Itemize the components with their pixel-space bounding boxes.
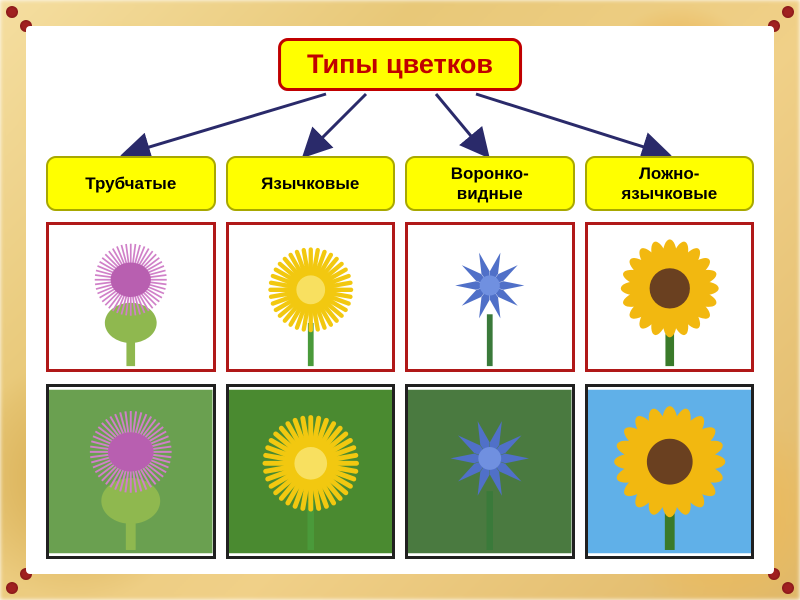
flower-photo-tile	[585, 384, 755, 559]
flower-drawing-tile	[585, 222, 755, 372]
category-box: Язычковые	[226, 156, 396, 211]
diagram-title: Типы цветков	[278, 38, 522, 91]
title-text: Типы цветков	[307, 49, 493, 79]
flower-drawing-tile	[46, 222, 216, 372]
category-row: ТрубчатыеЯзычковыеВоронко- видныеЛожно- …	[46, 156, 754, 211]
category-box: Воронко- видные	[405, 156, 575, 211]
flower-photo-tile	[226, 384, 396, 559]
category-box: Трубчатые	[46, 156, 216, 211]
category-box: Ложно- язычковые	[585, 156, 755, 211]
connector-arrows	[26, 92, 774, 162]
photos-row	[46, 384, 754, 559]
content-panel: Типы цветков ТрубчатыеЯзычковыеВоронко- …	[26, 26, 774, 574]
flower-photo-tile	[405, 384, 575, 559]
drawings-row	[46, 222, 754, 372]
flower-drawing-tile	[405, 222, 575, 372]
flower-drawing-tile	[226, 222, 396, 372]
flower-photo-tile	[46, 384, 216, 559]
